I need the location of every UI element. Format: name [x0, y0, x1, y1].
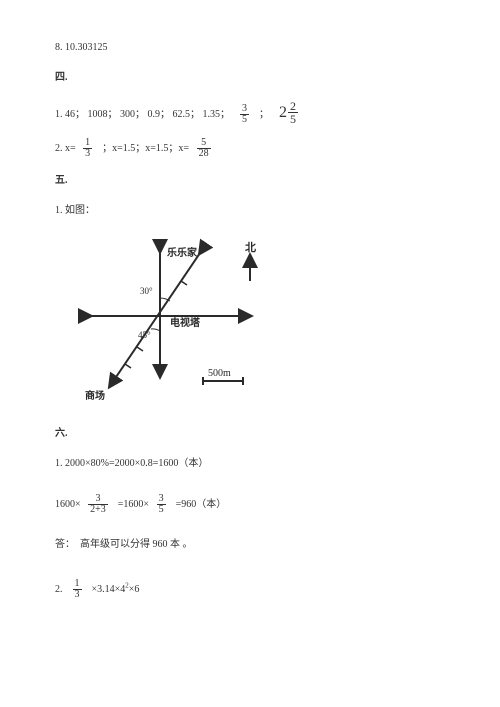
- sec4-p2-mid: ；x=1.5；x=1.5；x=: [102, 142, 189, 153]
- sec6-p1-l1: 2000×80%=2000×0.8=1600（本）: [65, 458, 208, 469]
- q8-line: 8. 10.303125: [55, 40, 445, 56]
- sec4-p1-v4: 62.5；: [173, 109, 201, 120]
- tick: [181, 281, 187, 285]
- sec4-p2-label: 2.: [55, 142, 63, 153]
- tick: [125, 364, 131, 368]
- frac-num: 3: [157, 494, 166, 504]
- sec6-p1-l2b: =1600×: [118, 498, 149, 509]
- sec4-p1-v0: 46；: [65, 109, 85, 120]
- sec4-p1: 1. 46； 1008； 300； 0.9； 62.5； 1.35； 3 5 ；…: [55, 100, 445, 126]
- sec4-p1-label: 1.: [55, 109, 63, 120]
- sec6-p1-answer: 答： 高年级可以分得 960 本 。: [55, 537, 445, 553]
- sec6-p2-tail-b: ×6: [129, 583, 140, 594]
- sec6-p1-line1: 1. 2000×80%=2000×0.8=1600（本）: [55, 456, 445, 472]
- compass-diagram-svg: 北 乐乐家 30° 电视塔 45° 商场 500m: [75, 231, 275, 406]
- frac-num: 5: [197, 138, 211, 148]
- mall-label: 商场: [85, 389, 105, 402]
- sec6-p1-l2c: =960（本）: [176, 498, 227, 509]
- sec6-p2-frac: 1 3: [73, 579, 82, 600]
- sec4-p2-frac2: 5 28: [197, 138, 211, 159]
- sec6-p1-l2a: 1600×: [55, 498, 81, 509]
- q8-label: 8.: [55, 42, 63, 53]
- mixed-frac: 2 5: [288, 100, 298, 125]
- sec6-p1-label: 1.: [55, 458, 63, 469]
- sec5-p1-label: 1.: [55, 205, 63, 216]
- frac-den: 5: [157, 504, 166, 515]
- sec6-p2: 2. 1 3 ×3.14×42×6: [55, 579, 445, 600]
- sec4-p2-frac1: 1 3: [83, 138, 92, 159]
- sec4-p1-v5: 1.35；: [203, 109, 231, 120]
- section-6-title: 六.: [55, 426, 445, 442]
- tower-label: 电视塔: [170, 316, 201, 329]
- angle-arc-45: [151, 329, 160, 331]
- frac-den: 5: [288, 112, 298, 125]
- frac-num: 1: [83, 138, 92, 148]
- tick: [137, 347, 143, 351]
- diagram: 北 乐乐家 30° 电视塔 45° 商场 500m: [75, 231, 445, 412]
- lele-label: 乐乐家: [167, 246, 198, 259]
- frac-num: 1: [73, 579, 82, 589]
- frac-num: 3: [88, 494, 108, 504]
- sec4-p1-mixed: 2 2 5: [279, 100, 298, 126]
- sec5-p1-text: 如图：: [65, 205, 95, 216]
- scale-label: 500m: [208, 368, 231, 379]
- sec6-p1-frac1: 3 2+3: [88, 494, 108, 515]
- frac-den: 3: [83, 148, 92, 159]
- frac-den: 2+3: [88, 504, 108, 515]
- frac-den: 3: [73, 589, 82, 600]
- sec5-p1: 1. 如图：: [55, 203, 445, 219]
- section-5-title: 五.: [55, 173, 445, 189]
- sec4-p2: 2. x= 1 3 ；x=1.5；x=1.5；x= 5 28: [55, 138, 445, 159]
- angle30-label: 30°: [140, 286, 153, 296]
- sec6-p1-frac2: 3 5: [157, 494, 166, 515]
- north-label: 北: [245, 240, 256, 254]
- sec4-p1-sep: ；: [259, 109, 269, 120]
- sec6-p2-label: 2.: [55, 583, 63, 594]
- frac-den: 28: [197, 148, 211, 159]
- q8-text: 10.303125: [65, 42, 108, 53]
- angle45-label: 45°: [138, 330, 151, 340]
- sec4-p2-xeq: x=: [65, 142, 76, 153]
- section-4-title: 四.: [55, 70, 445, 86]
- sec4-p1-v3: 0.9；: [148, 109, 171, 120]
- frac-num: 3: [240, 104, 249, 114]
- frac-num: 2: [288, 100, 298, 112]
- sec4-p1-frac1: 3 5: [240, 104, 249, 125]
- sec4-p1-v1: 1008；: [88, 109, 118, 120]
- sec4-p1-v2: 300；: [120, 109, 145, 120]
- sec6-p1-line2: 1600× 3 2+3 =1600× 3 5 =960（本）: [55, 494, 445, 515]
- frac-den: 5: [240, 114, 249, 125]
- sec6-p2-tail-a: ×3.14×4: [92, 583, 126, 594]
- mixed-whole: 2: [279, 100, 287, 126]
